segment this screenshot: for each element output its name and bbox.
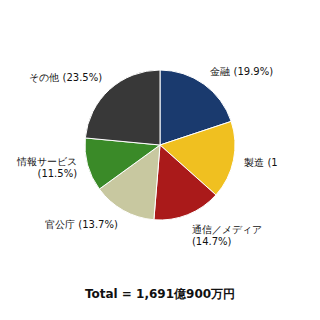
data-label: 官公庁 (13.7%) <box>45 219 118 230</box>
data-label: 通信／メディア(14.7%) <box>192 224 262 247</box>
data-label-line: その他 (23.5%) <box>29 72 102 83</box>
data-label-line: 金融 (19.9%) <box>210 66 273 77</box>
chart: 金融 (19.9%) 製造 (1 通信／メディア(14.7%) 官公庁 (13.7%)… <box>0 0 320 320</box>
data-label-line: (11.5%) <box>37 168 77 179</box>
pie-slice <box>85 138 160 189</box>
pie-slice <box>154 145 216 220</box>
pie <box>85 70 235 220</box>
data-label-line: 官公庁 (13.7%) <box>45 219 118 230</box>
data-label-line: 通信／メディア <box>192 224 262 235</box>
data-label-line: 情報サービス <box>16 156 77 167</box>
data-label-line: (14.7%) <box>192 236 232 247</box>
data-label: 情報サービス(11.5%) <box>16 156 77 179</box>
data-label: 金融 (19.9%) <box>210 66 273 77</box>
data-label: 製造 (1 <box>244 157 277 168</box>
labels: 金融 (19.9%) 製造 (1 通信／メディア(14.7%) 官公庁 (13.7%)… <box>16 66 278 247</box>
data-label: その他 (23.5%) <box>29 72 102 83</box>
annotation: Total = 1,691億900万円 <box>85 287 235 301</box>
data-label-line: 製造 (1 <box>244 157 277 168</box>
